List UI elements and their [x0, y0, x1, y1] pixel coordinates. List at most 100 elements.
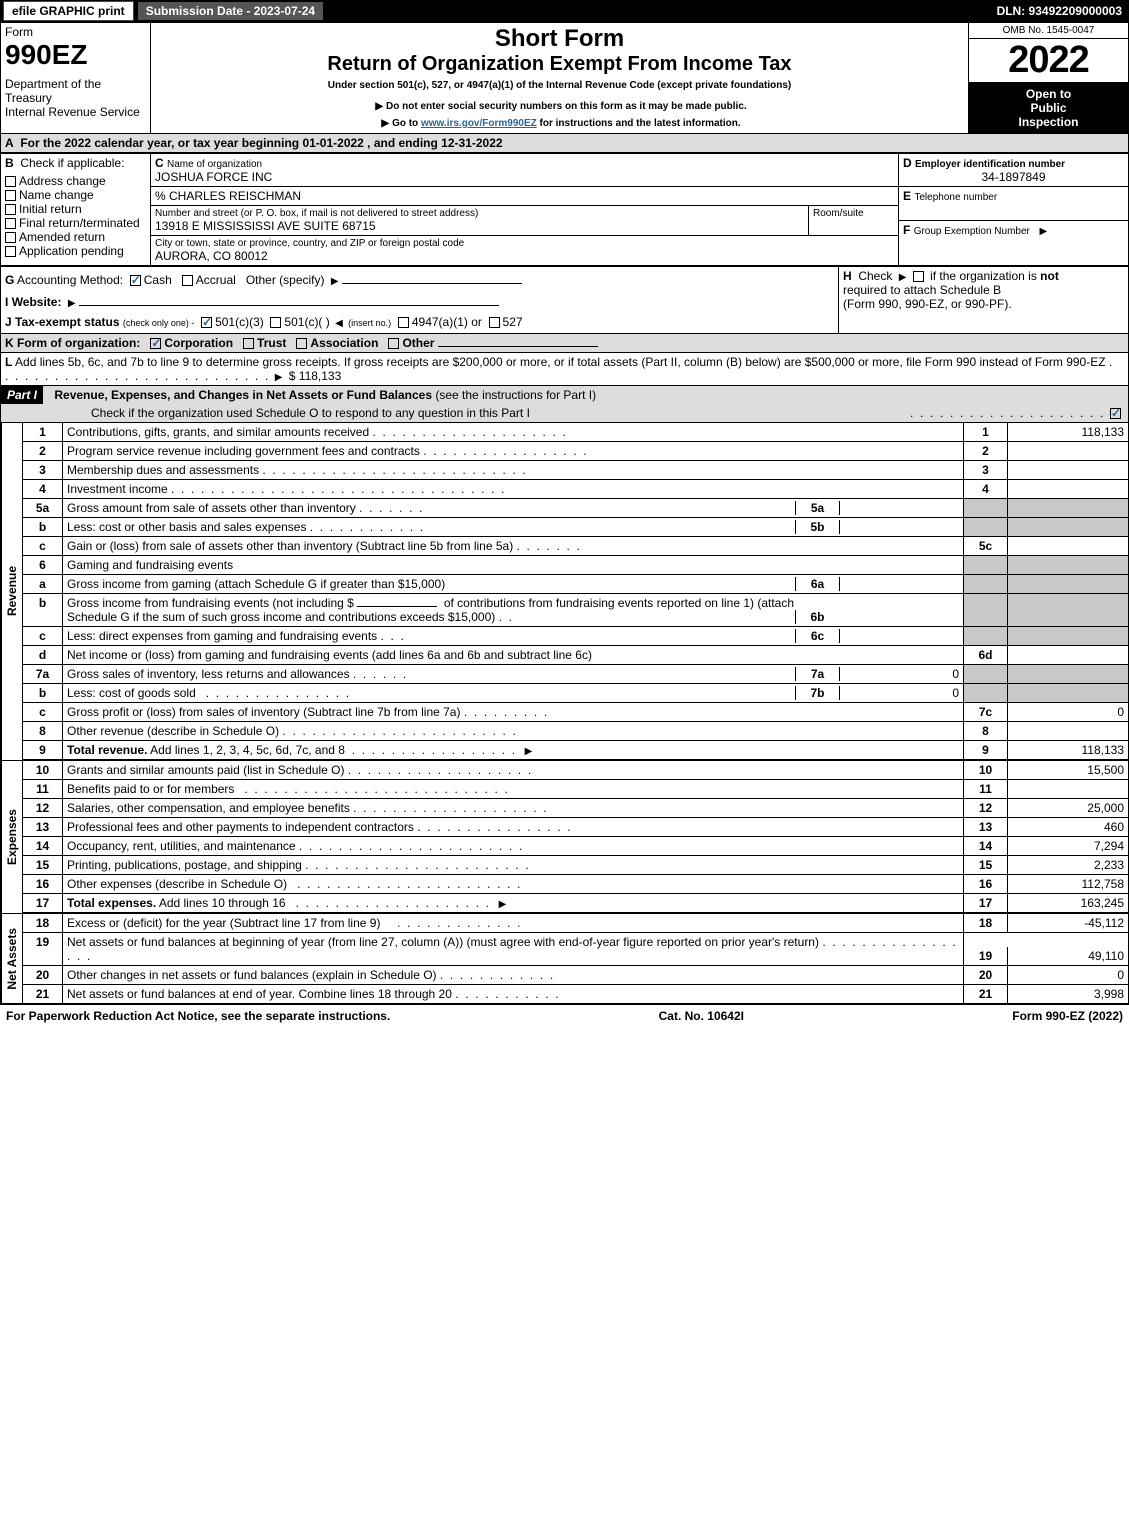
line-1: 1 Contributions, gifts, grants, and simi…: [23, 423, 1128, 442]
band-revenue: Revenue: [5, 566, 19, 616]
ssn-warning: Do not enter social security numbers on …: [155, 101, 964, 112]
val-15: 2,233: [1008, 856, 1128, 874]
line-14: 14 Occupancy, rent, utilities, and maint…: [23, 837, 1128, 856]
schedule-o-check-text: Check if the organization used Schedule …: [91, 406, 530, 420]
title-short-form: Short Form: [155, 25, 964, 53]
tax-year: 2022: [969, 39, 1128, 82]
chk-trust[interactable]: [243, 338, 254, 349]
chk-corporation[interactable]: [150, 338, 161, 349]
val-21: 3,998: [1008, 985, 1128, 1003]
line-6b: b Gross income from fundraising events (…: [23, 594, 1128, 627]
line-5b: b Less: cost or other basis and sales ex…: [23, 518, 1128, 537]
irs-link[interactable]: www.irs.gov/Form990EZ: [421, 118, 537, 129]
chk-501c[interactable]: [270, 317, 281, 328]
line-7a: 7a Gross sales of inventory, less return…: [23, 665, 1128, 684]
line-10: 10 Grants and similar amounts paid (list…: [23, 761, 1128, 780]
chk-initial-return[interactable]: Initial return: [5, 202, 146, 216]
chk-cash[interactable]: [130, 275, 141, 286]
check-if-applicable: Check if applicable:: [20, 156, 124, 170]
line-k: K Form of organization: Corporation Trus…: [0, 334, 1129, 353]
line-5a: 5a Gross amount from sale of assets othe…: [23, 499, 1128, 518]
line-12: 12 Salaries, other compensation, and emp…: [23, 799, 1128, 818]
city-state-zip: AURORA, CO 80012: [155, 249, 894, 263]
website-label: Website:: [12, 295, 62, 309]
form-word: Form: [5, 25, 146, 39]
chk-association[interactable]: [296, 338, 307, 349]
street-label: Number and street (or P. O. box, if mail…: [155, 208, 804, 219]
chk-schedule-b[interactable]: [913, 271, 924, 282]
form-number: 990EZ: [5, 39, 146, 71]
val-7c: 0: [1008, 703, 1128, 721]
chk-application-pending[interactable]: Application pending: [5, 244, 146, 258]
entity-info-block: B Check if applicable: Address change Na…: [0, 153, 1129, 266]
val-14: 7,294: [1008, 837, 1128, 855]
open-public-badge: Open to Public Inspection: [969, 82, 1128, 133]
line-21: 21 Net assets or fund balances at end of…: [23, 985, 1128, 1004]
city-label: City or town, state or province, country…: [155, 238, 894, 249]
line-6d: d Net income or (loss) from gaming and f…: [23, 646, 1128, 665]
footer-left: For Paperwork Reduction Act Notice, see …: [6, 1009, 390, 1023]
line-9: 9 Total revenue. Add lines 1, 2, 3, 4, 5…: [23, 741, 1128, 761]
accounting-method-label: Accounting Method:: [17, 273, 123, 287]
title-main: Return of Organization Exempt From Incom…: [155, 53, 964, 76]
group-exemption-label: Group Exemption Number: [914, 226, 1030, 237]
val-7b: 0: [839, 686, 959, 700]
form-header: Form 990EZ Department of the Treasury In…: [0, 22, 1129, 134]
org-name: JOSHUA FORCE INC: [155, 170, 272, 184]
chk-name-change[interactable]: Name change: [5, 188, 146, 202]
val-7a: 0: [839, 667, 959, 681]
goto-link-line: Go to www.irs.gov/Form990EZ for instruct…: [155, 118, 964, 129]
band-net-assets: Net Assets: [5, 928, 19, 990]
line-7c: c Gross profit or (loss) from sales of i…: [23, 703, 1128, 722]
page-footer: For Paperwork Reduction Act Notice, see …: [0, 1004, 1129, 1027]
line-6: 6 Gaming and fundraising events: [23, 556, 1128, 575]
val-16: 112,758: [1008, 875, 1128, 893]
line-3: 3 Membership dues and assessments . . . …: [23, 461, 1128, 480]
line-11: 11 Benefits paid to or for members . . .…: [23, 780, 1128, 799]
line-19: 19 Net assets or fund balances at beginn…: [23, 933, 1128, 966]
chk-accrual[interactable]: [182, 275, 193, 286]
line-l: L Add lines 5b, 6c, and 7b to line 9 to …: [0, 353, 1129, 386]
dln-label: DLN: 93492209000003: [997, 4, 1128, 18]
omb-number: OMB No. 1545-0047: [969, 23, 1128, 39]
chk-final-return[interactable]: Final return/terminated: [5, 216, 146, 230]
ein-label: Employer identification number: [915, 159, 1065, 170]
val-20: 0: [1008, 966, 1128, 984]
name-of-org-label: Name of organization: [167, 159, 262, 170]
val-13: 460: [1008, 818, 1128, 836]
footer-right: Form 990-EZ (2022): [1012, 1009, 1123, 1023]
line-13: 13 Professional fees and other payments …: [23, 818, 1128, 837]
telephone-label: Telephone number: [914, 192, 997, 203]
ghijk-block: G Accounting Method: Cash Accrual Other …: [0, 266, 1129, 334]
efile-print-button[interactable]: efile GRAPHIC print: [3, 1, 134, 21]
line-6a: a Gross income from gaming (attach Sched…: [23, 575, 1128, 594]
line-7b: b Less: cost of goods sold . . . . . . .…: [23, 684, 1128, 703]
line-2: 2 Program service revenue including gove…: [23, 442, 1128, 461]
room-suite-label: Room/suite: [808, 206, 898, 235]
chk-address-change[interactable]: Address change: [5, 174, 146, 188]
chk-schedule-o-part1[interactable]: [1110, 408, 1121, 419]
line-16: 16 Other expenses (describe in Schedule …: [23, 875, 1128, 894]
dept-label: Department of the Treasury Internal Reve…: [5, 77, 146, 119]
val-17: 163,245: [1008, 894, 1128, 912]
line-15: 15 Printing, publications, postage, and …: [23, 856, 1128, 875]
tax-exempt-label: Tax-exempt status: [15, 315, 119, 329]
val-12: 25,000: [1008, 799, 1128, 817]
chk-501c3[interactable]: [201, 317, 212, 328]
top-bar: efile GRAPHIC print Submission Date - 20…: [0, 0, 1129, 22]
gross-receipts-value: $ 118,133: [289, 369, 342, 383]
val-1: 118,133: [1008, 423, 1128, 441]
chk-amended-return[interactable]: Amended return: [5, 230, 146, 244]
care-of: % CHARLES REISCHMAN: [151, 186, 898, 205]
line-a: A For the 2022 calendar year, or tax yea…: [0, 134, 1129, 153]
line-6c: c Less: direct expenses from gaming and …: [23, 627, 1128, 646]
chk-4947[interactable]: [398, 317, 409, 328]
band-expenses: Expenses: [5, 809, 19, 865]
chk-other-org[interactable]: [388, 338, 399, 349]
line-20: 20 Other changes in net assets or fund b…: [23, 966, 1128, 985]
chk-527[interactable]: [489, 317, 500, 328]
line-17: 17 Total expenses. Add lines 10 through …: [23, 894, 1128, 914]
val-10: 15,500: [1008, 761, 1128, 779]
val-18: -45,112: [1008, 914, 1128, 932]
line-5c: c Gain or (loss) from sale of assets oth…: [23, 537, 1128, 556]
